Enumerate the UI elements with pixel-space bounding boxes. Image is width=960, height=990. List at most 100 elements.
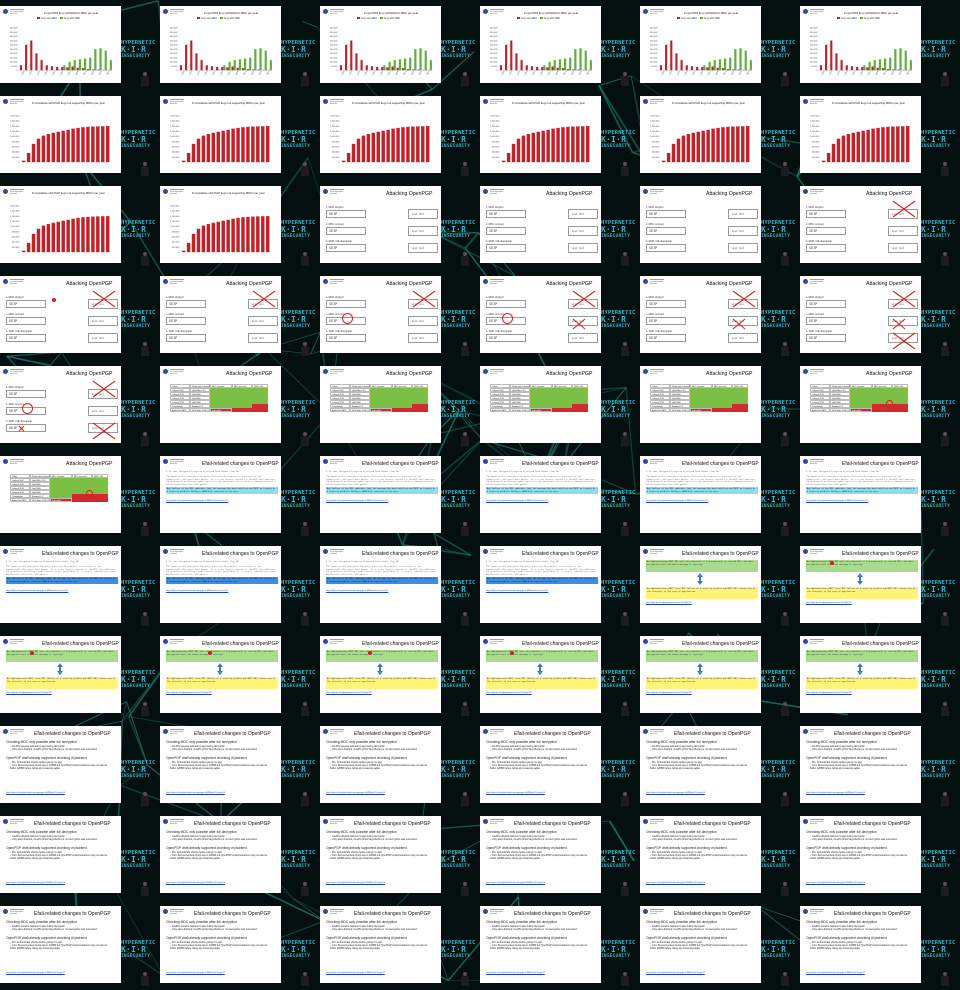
cumulative-bar	[516, 138, 521, 163]
conference-logo: HYPERNETIC K·I·R INSECURITY	[121, 940, 155, 960]
speaker-head	[463, 522, 467, 526]
speaker-head	[783, 612, 787, 616]
conference-logo-line: INSECURITY	[281, 774, 311, 779]
speaker-head	[783, 72, 787, 76]
conference-sidebar: HYPERNETIC K·I·R INSECURITY	[601, 400, 640, 422]
conference-logo-line: INSECURITY	[441, 864, 471, 869]
speaker-head	[943, 702, 947, 706]
bar-keys-without-mdc	[412, 69, 415, 71]
table-header-cell: SEIP->SE	[732, 384, 748, 388]
red-dot-marker	[830, 561, 834, 565]
university-name: ruhr-universität bochum	[330, 279, 350, 285]
speaker-figure	[941, 72, 949, 86]
university-logo-icon	[643, 189, 648, 194]
bar-keys-without-mdc	[40, 60, 43, 71]
bullet-sub: – Con: Recommended chunk size is 128KB b…	[330, 944, 428, 950]
slide-cell: ruhr-universität bochum Efail-related cha…	[0, 540, 160, 630]
slide-title: Attacking OpenPGP	[546, 191, 593, 197]
table-cell	[732, 404, 748, 408]
y-tick-label: 350,000	[810, 40, 818, 42]
packet-code: SEIP	[489, 228, 498, 233]
university-name: ruhr-universität bochum	[650, 99, 670, 105]
speaker-head	[783, 702, 787, 706]
slide-cell: ruhr-universität bochum Efail-related cha…	[480, 900, 640, 990]
university-logo-icon	[803, 189, 808, 194]
bar-keys-without-mdc	[365, 65, 368, 71]
table-cell	[712, 396, 732, 400]
draft-link: https://tools.ietf.org/html/draft-ietf-o…	[806, 882, 865, 884]
bullet-main: Checking MDC only possible after full de…	[166, 920, 237, 924]
red-cross-stroke	[892, 200, 916, 218]
speaker-head	[783, 522, 787, 526]
spec-heading: 5.13. Sym. Encrypted Integrity Protected…	[806, 471, 880, 473]
cumulative-bar	[96, 126, 100, 163]
slide-cell: ruhr-universität bochum Efail-related cha…	[320, 720, 480, 810]
packet-code: SEIP	[9, 301, 18, 306]
conference-logo: HYPERNETIC K·I·R INSECURITY	[121, 580, 155, 600]
conference-logo-line: INSECURITY	[601, 54, 631, 59]
attack-packet-box: SEIP	[646, 334, 686, 342]
table-header-cell: MDC incorrect	[872, 384, 892, 388]
bar-keys-with-mdc	[868, 61, 871, 71]
draft-link: https://tools.ietf.org/html/draft-ietf-o…	[6, 972, 65, 974]
conference-logo-line: K·I·R	[441, 495, 467, 504]
legend-label: Keys with MDC	[703, 17, 721, 20]
cumulative-bar	[221, 130, 225, 163]
bar-keys-with-mdc	[589, 60, 592, 71]
table-cell	[712, 404, 732, 408]
cumulative-bar	[186, 152, 191, 163]
arrow-shaft	[379, 667, 381, 671]
commit-link: https://github.com/gpg/gnupg/commit/e15a…	[326, 692, 372, 694]
y-tick-label: 400,000	[12, 152, 20, 154]
table-header-cell: MDC stripped	[690, 384, 712, 388]
x-tick-label: 1997	[29, 70, 33, 76]
result-box: ansd rest	[88, 333, 118, 343]
slide-thumbnail: ruhr-universität bochum # cumulative with…	[800, 96, 921, 173]
conference-logo: HYPERNETIC K·I·R INSECURITY	[441, 400, 475, 420]
y-tick-label: 400,000	[812, 152, 820, 154]
conference-logo-line: K·I·R	[921, 225, 947, 234]
conference-logo-line: K·I·R	[121, 945, 147, 954]
spec-heading: 5.13. Sym. Encrypted Integrity Protected…	[646, 471, 720, 473]
mdc-rule-top: An implementation MUST NOT emit the plai…	[646, 650, 758, 662]
y-tick-label: 1,000,000	[330, 136, 340, 138]
y-tick-label: 400,000	[172, 242, 180, 244]
conference-logo-line: K·I·R	[761, 945, 787, 954]
table-cell: GpG4Win 2.3.2	[30, 478, 50, 482]
bar-keys-with-mdc	[409, 57, 412, 71]
bar-keys-with-mdc	[378, 69, 381, 71]
bar-keys-without-mdc	[551, 66, 554, 71]
cumulative-bar	[826, 152, 831, 163]
bullet-sub: – GnuPG streams plaintext to app during …	[10, 745, 66, 748]
packet-code: SEIP	[809, 228, 818, 233]
x-tick-label: 1999	[37, 70, 41, 76]
slide-title: Attacking OpenPGP	[66, 461, 113, 467]
university-logo-icon	[323, 9, 328, 14]
slide-title: Attacking OpenPGP	[706, 191, 753, 197]
attack-packet-box: SEIP	[326, 244, 366, 252]
result-box: ansd rest	[888, 243, 918, 253]
bar-keys-with-mdc	[233, 60, 236, 71]
conference-logo-line: INSECURITY	[921, 684, 951, 689]
conference-logo-line: HYPERNETIC	[601, 760, 636, 766]
cumulative-bar	[836, 138, 841, 163]
university-name: ruhr-universität bochum	[330, 9, 350, 15]
cumulative-bar	[265, 216, 270, 253]
conference-logo-line: HYPERNETIC	[921, 490, 956, 496]
cumulative-bar	[105, 126, 110, 163]
cumulative-bar	[26, 152, 31, 163]
conference-logo-line: HYPERNETIC	[121, 670, 156, 676]
cumulative-bar	[21, 250, 26, 253]
university-logo-icon	[323, 459, 328, 464]
bar-keys-with-mdc	[94, 49, 97, 71]
legend-green-icon	[699, 17, 703, 19]
university-name: ruhr-universität bochum	[170, 459, 190, 465]
bar-keys-without-mdc	[510, 40, 513, 71]
spec-highlight: Any failure of the MDC indicates that th…	[166, 577, 278, 585]
conference-logo-line: HYPERNETIC	[281, 490, 316, 496]
slide-cell: ruhr-universität bochum Efail-related cha…	[160, 540, 320, 630]
cumulative-bar	[346, 152, 351, 163]
conference-logo-line: K·I·R	[601, 945, 627, 954]
x-tick-label: 1999	[517, 70, 521, 76]
bar-keys-with-mdc	[243, 58, 247, 71]
